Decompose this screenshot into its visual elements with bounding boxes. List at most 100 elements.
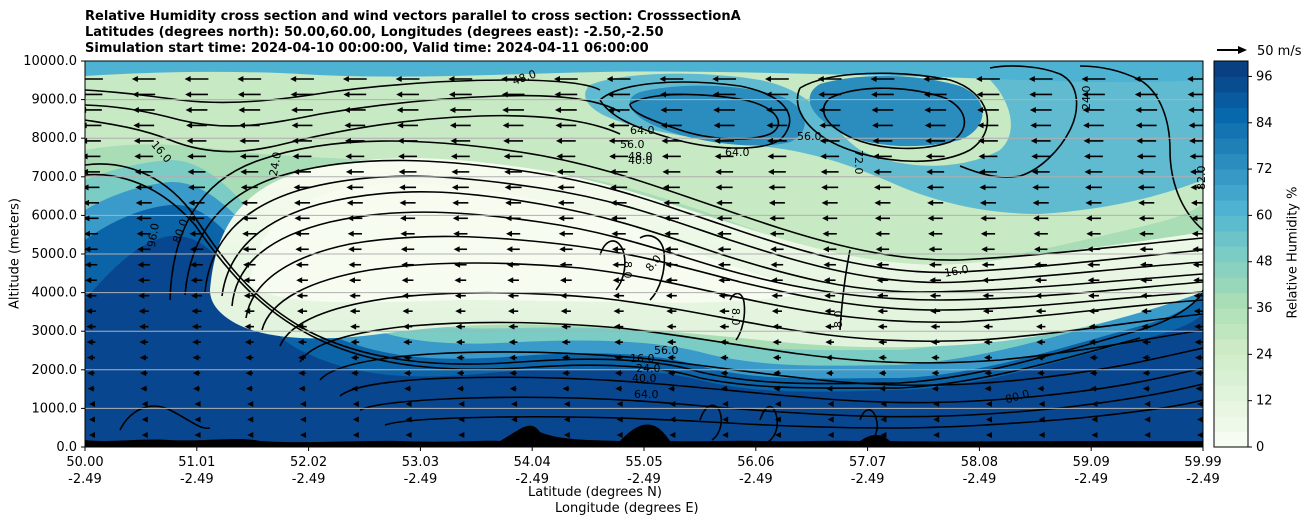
contour-label: 8.0 — [729, 308, 742, 326]
wind-arrow — [613, 308, 624, 315]
wind-arrow — [562, 385, 570, 392]
wind-arrow — [924, 122, 946, 129]
wind-arrow — [1036, 354, 1045, 361]
wind-arrow — [714, 153, 734, 160]
colorbar-band — [1214, 138, 1248, 155]
wind-arrow — [298, 385, 306, 392]
wind-arrow — [826, 385, 834, 392]
x-tick-label-lon: -2.49 — [68, 472, 102, 487]
wind-arrow — [397, 122, 418, 129]
wind-arrow — [616, 432, 623, 438]
wind-arrow — [1089, 339, 1098, 346]
wind-arrow — [85, 261, 98, 268]
wind-arrow — [1197, 432, 1203, 438]
wind-arrow — [556, 153, 576, 160]
wind-arrow — [667, 370, 676, 377]
wind-arrow — [977, 106, 999, 113]
wind-arrow — [300, 401, 307, 408]
wind-arrow — [396, 106, 419, 113]
wind-arrow — [298, 370, 306, 377]
wind-arrow — [666, 308, 677, 315]
wind-arrow — [877, 323, 888, 330]
wind-arrow — [351, 370, 359, 377]
contour-label: 40.0 — [632, 372, 657, 385]
wind-arrow — [451, 184, 469, 191]
wind-arrow — [1031, 168, 1050, 175]
x-tick-label-lat: 55.05 — [625, 455, 662, 470]
wind-arrow — [663, 199, 680, 206]
wind-arrow — [981, 261, 995, 268]
wind-arrow — [240, 168, 259, 175]
wind-arrow — [399, 184, 417, 191]
wind-arrow — [1082, 106, 1105, 113]
contour-label: 72.0 — [852, 150, 865, 175]
wind-arrow — [765, 76, 789, 82]
wind-arrow — [505, 230, 521, 237]
wind-arrow — [290, 76, 314, 82]
wind-arrow — [717, 230, 732, 237]
wind-arrow — [194, 416, 201, 423]
wind-arrow — [295, 261, 309, 268]
wind-arrow — [980, 230, 996, 237]
wind-arrow — [455, 339, 465, 346]
wind-arrow — [344, 137, 365, 144]
wind-arrow — [559, 277, 572, 284]
wind-arrow — [1141, 339, 1151, 346]
wind-arrow — [669, 432, 676, 438]
wind-arrow — [561, 339, 571, 346]
wind-arrow — [1086, 230, 1101, 237]
wind-arrow — [139, 323, 149, 330]
wind-arrow — [1088, 292, 1099, 299]
contour-lines — [85, 65, 1203, 445]
wind-arrow — [138, 292, 150, 299]
wind-arrow — [928, 246, 942, 253]
wind-arrow — [1140, 277, 1153, 284]
wind-arrow — [872, 137, 893, 144]
colorbar-band — [1214, 277, 1248, 294]
wind-arrow — [343, 106, 366, 113]
wind-arrow — [504, 168, 523, 175]
wind-arrow — [1134, 76, 1159, 82]
wind-arrow — [345, 153, 365, 160]
wind-arrow — [448, 76, 473, 82]
contour-label: 96.0 — [145, 222, 162, 248]
wind-arrow — [398, 153, 417, 160]
wind-arrow — [1085, 215, 1102, 222]
wind-arrow — [291, 122, 313, 129]
wind-arrow — [456, 385, 464, 392]
y-tick-label: 8000.0 — [32, 131, 78, 146]
wind-arrow — [352, 416, 359, 423]
wind-arrow — [613, 292, 625, 299]
wind-arrow — [771, 277, 783, 284]
wind-arrow — [1091, 432, 1098, 438]
wind-arrow — [455, 308, 466, 315]
wind-arrow — [295, 246, 309, 253]
wind-arrow — [927, 199, 944, 206]
contour-label: 16.0 — [943, 263, 969, 280]
wind-arrow — [239, 137, 260, 144]
colorbar-tick-label: 12 — [1256, 394, 1273, 409]
wind-arrow — [610, 184, 628, 191]
wind-arrow — [773, 370, 781, 377]
contour-label: 82.0 — [1195, 166, 1208, 191]
wind-arrow — [555, 122, 577, 129]
wind-arrow — [351, 385, 359, 392]
wind-arrow — [240, 184, 258, 191]
wind-arrow — [1137, 168, 1156, 175]
title-line-2: Latitudes (degrees north): 50.00,60.00, … — [85, 25, 664, 40]
wind-arrow — [612, 261, 625, 268]
wind-arrow — [185, 106, 208, 113]
wind-arrow — [186, 137, 207, 144]
wind-arrow — [1089, 370, 1098, 377]
wind-arrow — [507, 292, 519, 299]
wind-arrow — [405, 416, 412, 423]
wind-arrow — [400, 246, 415, 253]
colorbar-band — [1214, 354, 1248, 371]
colorbar-band — [1214, 385, 1248, 402]
wind-arrow — [714, 137, 735, 144]
wind-arrow — [352, 401, 359, 408]
wind-arrow — [769, 215, 785, 222]
wind-arrow — [662, 184, 680, 191]
wind-arrow — [502, 106, 524, 113]
